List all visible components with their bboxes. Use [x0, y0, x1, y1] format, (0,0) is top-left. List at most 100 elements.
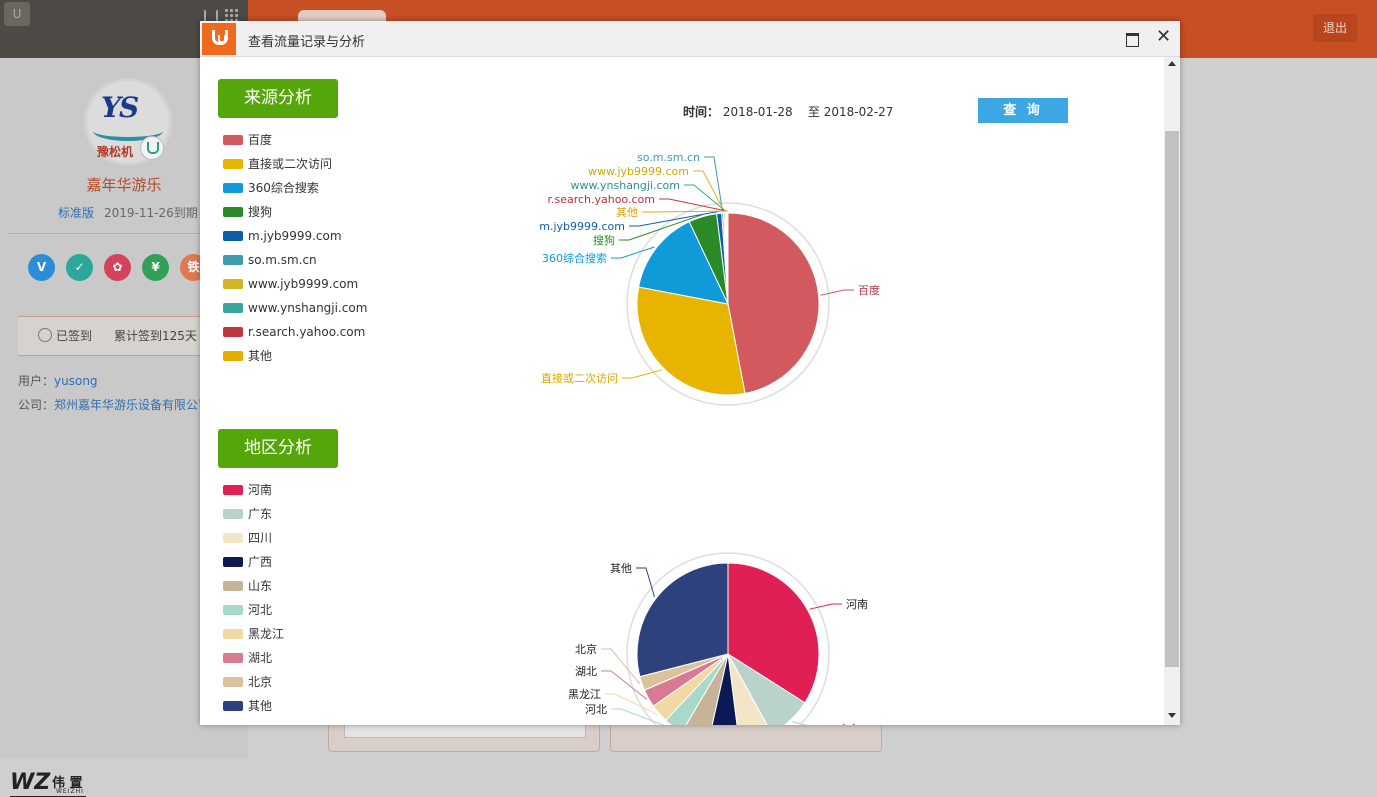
- grid-icon[interactable]: [224, 8, 238, 22]
- maximize-icon[interactable]: [1126, 33, 1139, 47]
- legend-label: 其他: [248, 349, 273, 363]
- company-label: 公司：: [18, 398, 55, 412]
- time-label: 时间：: [683, 105, 720, 119]
- leader-line: [636, 567, 655, 598]
- slice-label: 直接或二次访问: [541, 371, 618, 385]
- app-logo-icon[interactable]: U: [4, 2, 30, 26]
- logo-swoosh: [93, 121, 163, 141]
- avatar[interactable]: YS 豫松机: [84, 78, 172, 166]
- legend-label: www.jyb9999.com: [248, 277, 359, 291]
- edition-link[interactable]: 标准版: [58, 206, 95, 220]
- modal-logo-icon: [202, 23, 236, 55]
- slice-label: 百度: [858, 283, 880, 297]
- query-button[interactable]: 查 询: [978, 98, 1068, 123]
- user-value[interactable]: yusong: [54, 374, 98, 388]
- legend-label: so.m.sm.cn: [248, 253, 317, 267]
- pie-slice[interactable]: [727, 653, 772, 725]
- legend-swatch: [223, 677, 243, 687]
- legend-label: 百度: [248, 133, 273, 147]
- leader-line: [629, 210, 720, 227]
- pie-slice[interactable]: [708, 653, 739, 725]
- slice-label: 其他: [616, 206, 638, 219]
- sign-total: 累计签到125天: [114, 329, 197, 343]
- legend-label: 北京: [248, 675, 273, 689]
- leader-line: [791, 721, 809, 725]
- scroll-thumb[interactable]: [1165, 131, 1179, 667]
- brand-main: WZ: [10, 770, 51, 795]
- company-value[interactable]: 郑州嘉年华游乐设备有限公司: [54, 398, 211, 412]
- legend-swatch: [223, 509, 243, 519]
- slice-label: so.m.sm.cn: [637, 151, 700, 164]
- legend-label: 360综合搜索: [248, 181, 319, 195]
- slice-label: 搜狗: [593, 233, 615, 247]
- leader-line: [605, 693, 658, 716]
- legend-swatch: [223, 533, 243, 543]
- legend-swatch: [223, 279, 243, 289]
- award-badge-icon[interactable]: ✿: [104, 254, 131, 281]
- leader-line: [611, 708, 665, 725]
- company-name: 嘉年华游乐: [86, 176, 162, 194]
- leader-line: [601, 648, 641, 685]
- slice-label: 河北: [585, 703, 607, 716]
- shield-badge-icon[interactable]: ✓: [66, 254, 93, 281]
- divider: [8, 233, 248, 234]
- leader-line: [820, 289, 854, 296]
- scroll-down-icon[interactable]: [1168, 713, 1176, 718]
- legend-swatch: [223, 231, 243, 241]
- legend-swatch: [223, 701, 243, 711]
- scrollbar[interactable]: [1164, 57, 1180, 725]
- close-icon[interactable]: ✕: [1156, 26, 1172, 47]
- pie-outer-ring: [626, 202, 830, 406]
- brand-logo: WZ 伟 置 WEIZHI: [10, 770, 86, 797]
- pie-slice[interactable]: [636, 562, 729, 678]
- legend-label: 河北: [248, 603, 273, 617]
- pie-slice[interactable]: [638, 220, 729, 305]
- sign-status[interactable]: 已签到: [38, 327, 92, 344]
- date-separator: 至: [807, 105, 820, 119]
- leader-line: [619, 214, 703, 241]
- date-from[interactable]: 2018-01-28: [722, 105, 793, 119]
- slice-label: www.jyb9999.com: [588, 165, 689, 178]
- sign-status-label: 已签到: [56, 329, 93, 343]
- brand-sub: WEIZHI: [56, 788, 84, 795]
- legend-label: 广西: [248, 555, 273, 569]
- legend-label: 其他: [248, 699, 273, 713]
- legend-swatch: [223, 159, 243, 169]
- leader-line: [809, 603, 842, 610]
- leader-line: [659, 198, 727, 212]
- scroll-up-icon[interactable]: [1168, 61, 1176, 66]
- user-label: 用户：: [18, 374, 55, 388]
- slice-label: 北京: [575, 642, 597, 656]
- pie-slice[interactable]: [726, 212, 729, 305]
- legend-swatch: [223, 135, 243, 145]
- yen-badge-icon[interactable]: ¥: [142, 254, 169, 281]
- date-to[interactable]: 2018-02-27: [823, 105, 894, 119]
- leader-line: [601, 670, 648, 700]
- legend-label: www.ynshangji.com: [248, 301, 368, 315]
- legend-label: 广东: [248, 507, 273, 521]
- user-line: 用户：yusong: [18, 372, 98, 389]
- slice-label: 广东: [838, 723, 860, 725]
- leader-line: [642, 210, 728, 213]
- slice-label: m.jyb9999.com: [539, 220, 625, 233]
- slice-label: 360综合搜索: [542, 251, 607, 265]
- modal-body: 来源分析 百度 直接或二次访问 360综合搜索 搜狗 m.jyb9999.com so.m…: [200, 57, 1164, 725]
- vip-badge-icon[interactable]: V: [28, 254, 55, 281]
- slice-label: 河南: [846, 598, 868, 611]
- pie-slice[interactable]: [636, 286, 746, 396]
- legend-swatch: [223, 255, 243, 265]
- expire-date: 2019-11-26到期: [104, 206, 198, 220]
- region-section-title: 地区分析: [218, 429, 338, 468]
- pie-slice[interactable]: [727, 562, 820, 704]
- logout-button[interactable]: 退出: [1313, 14, 1357, 42]
- legend-label: 四川: [248, 531, 273, 545]
- time-range: 时间： 2018-01-28 至 2018-02-27: [683, 103, 893, 120]
- pie-slice[interactable]: [727, 653, 806, 725]
- leader-line: [704, 156, 723, 212]
- legend-swatch: [223, 605, 243, 615]
- pie-slice[interactable]: [727, 212, 820, 394]
- legend-swatch: [223, 485, 243, 495]
- slice-label: www.ynshangji.com: [571, 179, 680, 192]
- slice-label: 黑龙江: [568, 688, 601, 701]
